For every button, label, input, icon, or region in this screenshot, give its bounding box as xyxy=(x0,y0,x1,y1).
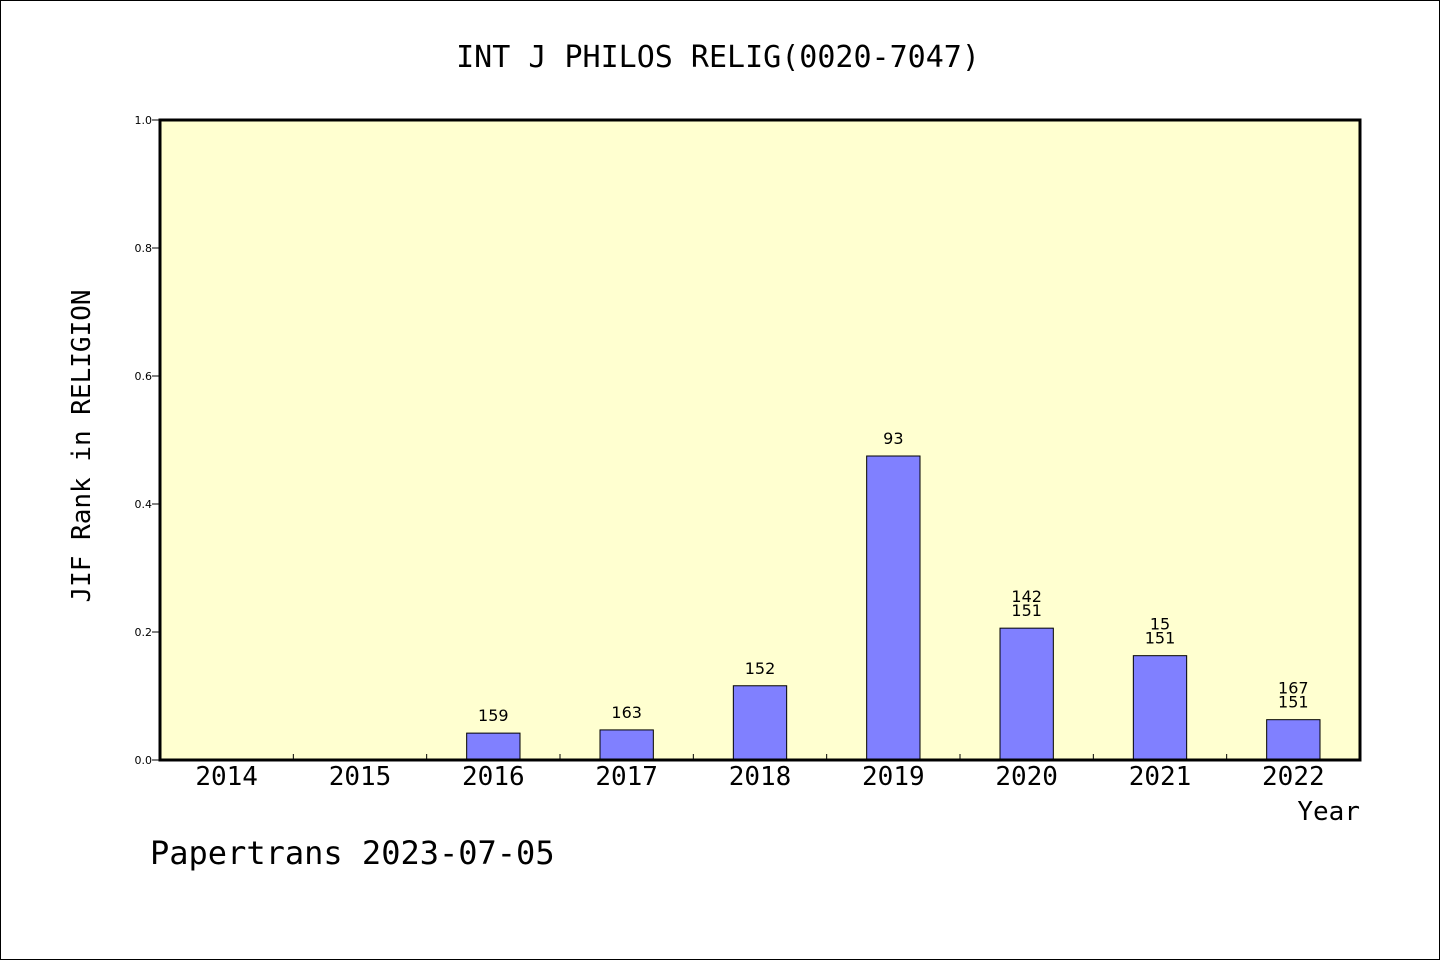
bar-2016 xyxy=(466,732,521,761)
bar-data-label: 159 xyxy=(478,706,509,725)
x-tick-label: 2015 xyxy=(329,762,392,792)
bar-2017 xyxy=(599,729,654,761)
bar-2019 xyxy=(866,455,921,761)
bar-2022 xyxy=(1266,719,1321,761)
y-tick-label: 0.0 xyxy=(135,754,153,767)
bar-data-label: 167 xyxy=(1278,679,1309,698)
x-tick-label: 2018 xyxy=(729,762,792,792)
bar-2021 xyxy=(1132,655,1188,761)
y-tick-label: 0.6 xyxy=(135,370,153,383)
bar-2020 xyxy=(999,627,1054,761)
y-axis: 0.0 0.2 0.4 0.6 0.8 1.0 xyxy=(135,114,160,767)
chart-title: INT J PHILOS RELIG(0020-7047) xyxy=(456,40,980,75)
x-axis-label: Year xyxy=(1297,797,1360,827)
x-tick-label: 2019 xyxy=(862,762,925,792)
x-tick-label: 2020 xyxy=(995,762,1058,792)
plot-area xyxy=(160,120,1360,760)
y-tick-label: 0.4 xyxy=(135,498,153,511)
bar-data-label: 15 xyxy=(1150,615,1170,634)
plot-border xyxy=(158,118,1362,762)
bar-data-label: 151 xyxy=(1011,601,1042,620)
bar-data-label: 142 xyxy=(1011,587,1042,606)
bar-data-label: 151 xyxy=(1145,629,1176,648)
y-tick-label: 0.2 xyxy=(135,626,153,639)
bar-2018 xyxy=(732,685,788,761)
x-tick-label: 2016 xyxy=(462,762,525,792)
y-tick-label: 0.8 xyxy=(135,242,153,255)
x-tick-label: 2022 xyxy=(1262,762,1325,792)
bars-group xyxy=(466,455,1321,761)
watermark-text: Papertrans 2023-07-05 xyxy=(150,834,555,872)
x-tick-label: 2017 xyxy=(595,762,658,792)
x-tick-label: 2014 xyxy=(195,762,258,792)
y-axis-label: JIF Rank in RELIGION xyxy=(67,289,97,602)
bar-data-label: 151 xyxy=(1278,693,1309,712)
bar-data-label: 152 xyxy=(745,659,776,678)
bar-data-label: 163 xyxy=(611,703,642,722)
x-axis: 2014 2015 2016 2017 2018 2019 2020 2021 2022 xyxy=(195,754,1325,792)
x-tick-label: 2021 xyxy=(1129,762,1192,792)
y-tick-label: 1.0 xyxy=(135,114,153,127)
bar-data-label: 93 xyxy=(883,429,903,448)
